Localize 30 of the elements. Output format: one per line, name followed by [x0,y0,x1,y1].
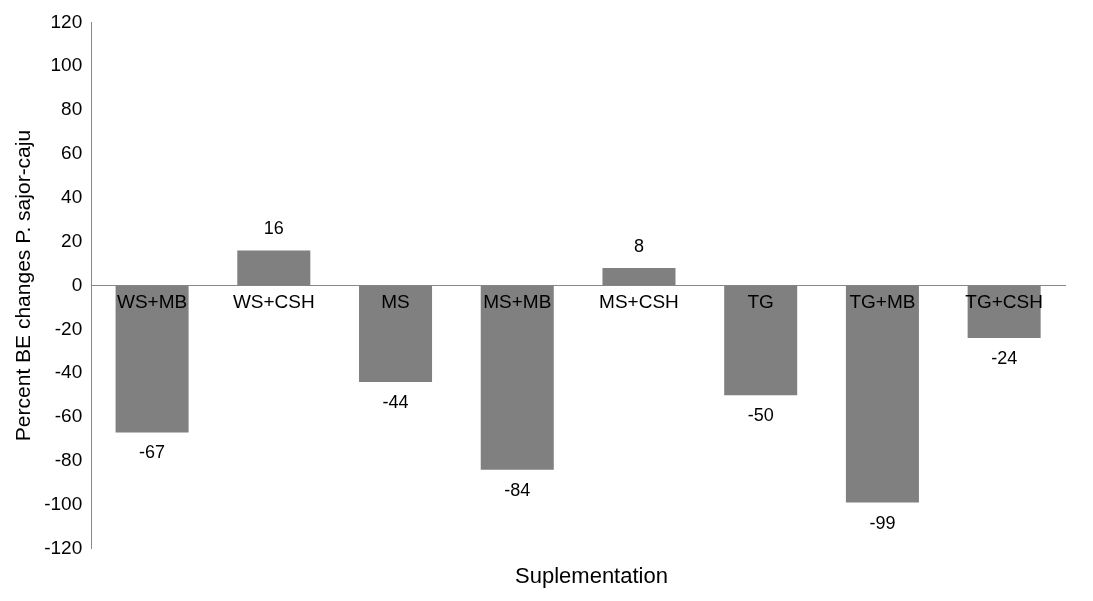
y-tick-label: 120 [50,10,83,32]
y-tick-label: 0 [71,273,83,295]
data-label: -67 [139,442,166,463]
x-tick-label: WS+MB [116,291,188,313]
y-tick-label: -40 [54,361,83,383]
data-label: 16 [263,218,284,239]
y-tick-label: -80 [54,449,83,471]
y-tick-label: 40 [61,186,83,208]
y-tick-label: -60 [54,405,83,427]
y-tick-label: -100 [44,492,83,514]
data-label: -99 [869,512,896,533]
y-tick-label: 80 [61,98,83,120]
y-tick-label: 60 [61,142,83,164]
data-label: -24 [991,348,1018,369]
y-tick-label: 20 [61,229,83,251]
data-label: -84 [504,479,531,500]
x-tick-label: MS+CSH [599,291,679,313]
x-tick-label: WS+CSH [232,291,315,313]
x-tick-label: TG+MB [849,291,916,313]
data-label: -44 [382,391,409,412]
y-tick-label: 100 [50,54,83,76]
x-tick-label: TG [747,291,774,313]
x-tick-label: MS+MB [483,291,552,313]
data-label: -50 [747,405,774,426]
data-label: 8 [633,235,644,256]
x-axis-title: Suplementation [514,563,669,589]
x-tick-label: MS [381,291,410,313]
y-tick-label: -120 [44,536,83,558]
y-axis-title: Percent BE changes P. sajor-caju [11,129,35,442]
y-tick-label: -20 [54,317,83,339]
